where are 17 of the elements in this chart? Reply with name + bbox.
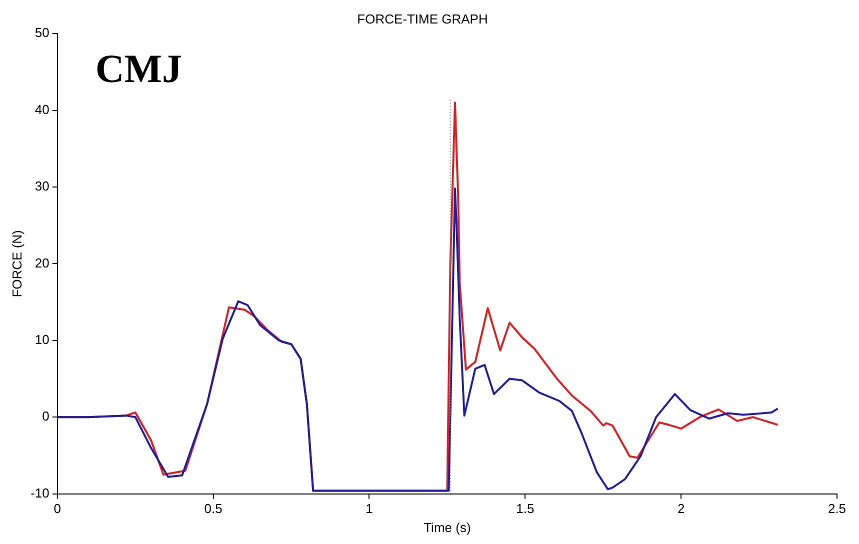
y-tick-label: -10 — [30, 485, 50, 500]
x-tick-label: 0 — [54, 501, 62, 516]
y-tick-label: 10 — [34, 332, 50, 347]
y-tick-label: 20 — [34, 255, 50, 270]
x-tick-label: 0.5 — [204, 501, 222, 516]
x-tick-label: 2.5 — [828, 501, 846, 516]
x-tick-label: 1.5 — [516, 501, 534, 516]
y-tick-label: 40 — [34, 102, 50, 117]
y-tick-label: 30 — [34, 178, 50, 194]
annotation: CMJ — [95, 46, 182, 91]
x-tick-label: 2 — [677, 501, 685, 516]
y-axis-title: FORCE (N) — [9, 230, 24, 298]
chart-title: FORCE-TIME GRAPH — [357, 11, 488, 26]
x-axis-title: Time (s) — [424, 520, 471, 535]
x-tick-label: 1 — [366, 501, 373, 516]
y-tick-label: 50 — [34, 25, 50, 40]
y-tick-label: 0 — [42, 408, 50, 424]
